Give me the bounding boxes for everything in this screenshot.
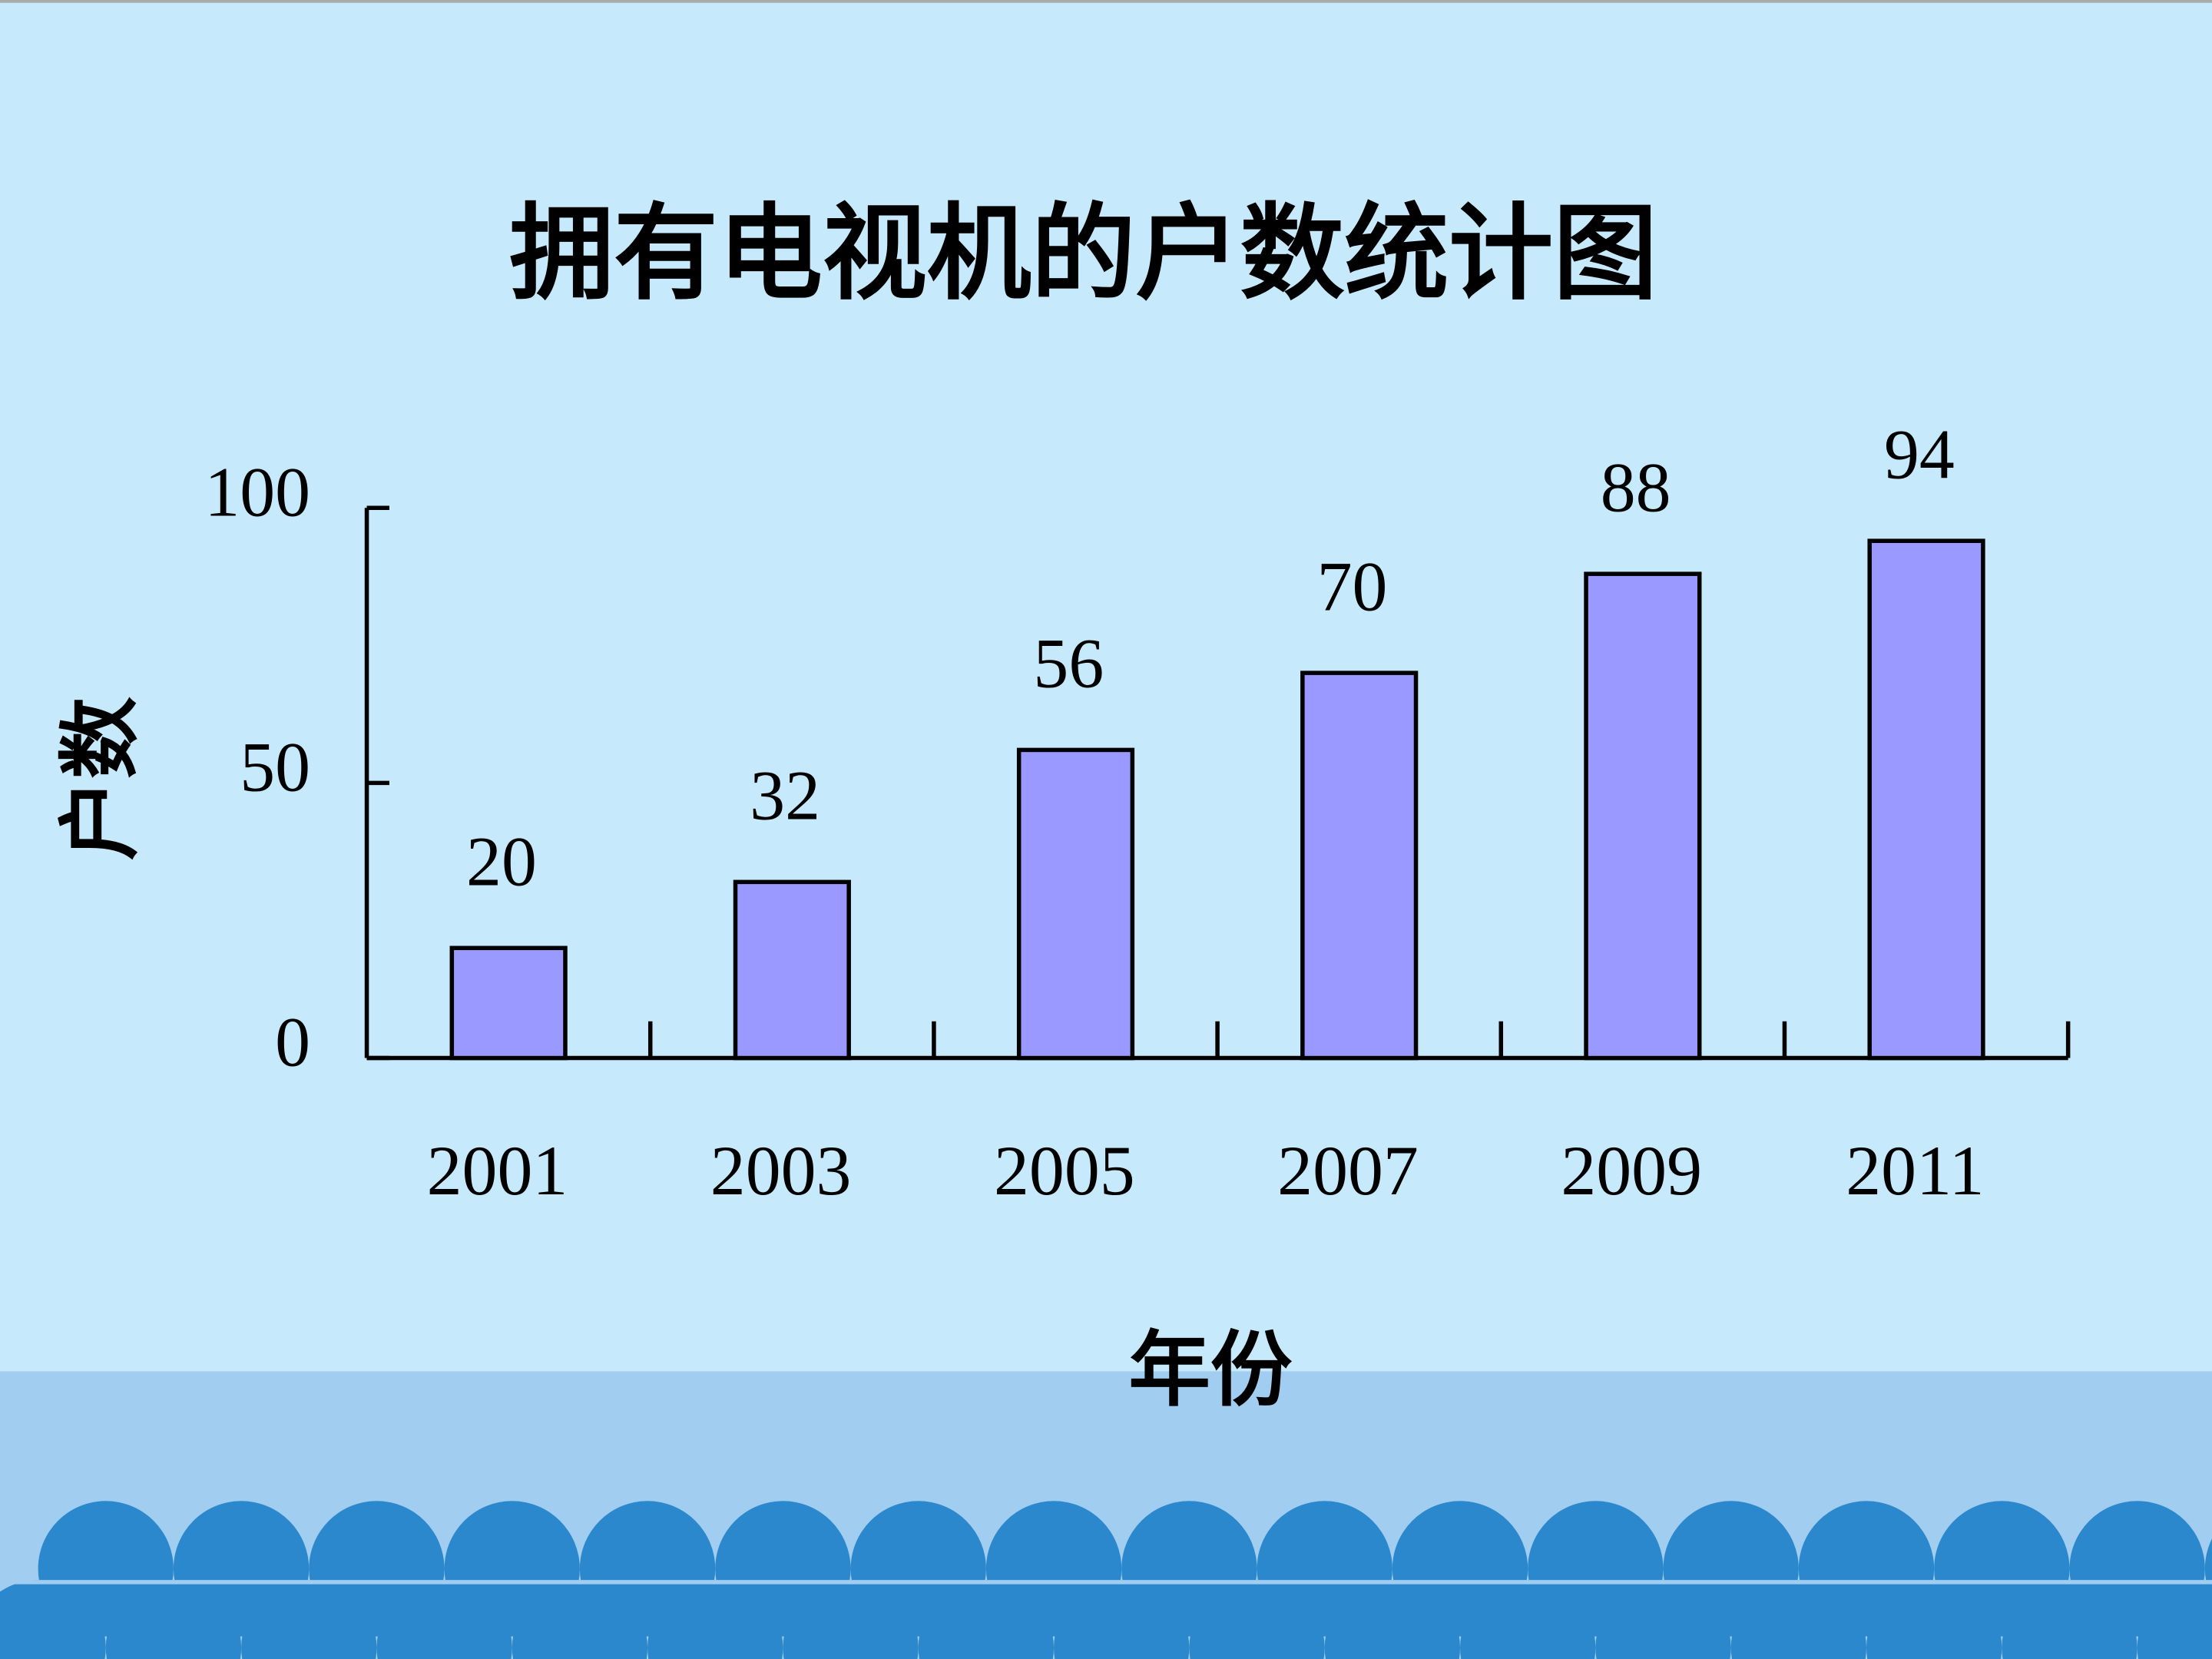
y-axis-label: 户数 xyxy=(53,697,148,861)
wave xyxy=(783,1580,919,1659)
x-axis-label: 年份 xyxy=(1128,1323,1293,1418)
x-tick-label: 2009 xyxy=(1561,1131,1702,1210)
wave xyxy=(1730,1580,1866,1659)
bar xyxy=(1584,571,1702,1061)
wave xyxy=(2002,1580,2137,1659)
y-tick-label: 0 xyxy=(275,1003,310,1081)
x-tick-label: 2005 xyxy=(994,1131,1135,1210)
wave xyxy=(1324,1580,1460,1659)
wave xyxy=(1595,1580,1731,1659)
y-tick-label: 100 xyxy=(204,452,310,531)
bar xyxy=(733,879,851,1061)
wave-line xyxy=(0,1580,2212,1584)
value-label: 32 xyxy=(750,757,820,835)
value-label: 20 xyxy=(466,823,537,901)
wave xyxy=(0,1580,106,1659)
wave xyxy=(1189,1580,1325,1659)
x-tick-label: 2003 xyxy=(710,1131,852,1210)
bar xyxy=(1300,671,1419,1061)
wave xyxy=(1460,1580,1596,1659)
x-tick-label: 2011 xyxy=(1846,1131,1984,1210)
bar xyxy=(449,945,568,1061)
wave xyxy=(2137,1580,2212,1659)
wave xyxy=(241,1580,377,1659)
value-label: 56 xyxy=(1033,624,1104,703)
wave xyxy=(1866,1580,2002,1659)
wave xyxy=(105,1580,242,1659)
value-label: 88 xyxy=(1601,448,1671,526)
wave xyxy=(1054,1580,1190,1659)
y-tick-label: 50 xyxy=(240,727,310,806)
top-border xyxy=(0,0,2212,3)
wave-decoration xyxy=(0,1501,2212,1659)
bar xyxy=(1016,747,1135,1061)
x-tick-label: 2007 xyxy=(1277,1131,1419,1210)
bar xyxy=(1867,538,1985,1061)
wave xyxy=(647,1580,783,1659)
value-label: 70 xyxy=(1317,547,1388,625)
wave xyxy=(918,1580,1055,1659)
x-tick-label: 2001 xyxy=(427,1131,568,1210)
chart-title: 拥有电视机的户数统计图 xyxy=(509,194,1657,315)
wave xyxy=(512,1580,648,1659)
value-label: 94 xyxy=(1884,415,1955,493)
wave xyxy=(376,1580,512,1659)
